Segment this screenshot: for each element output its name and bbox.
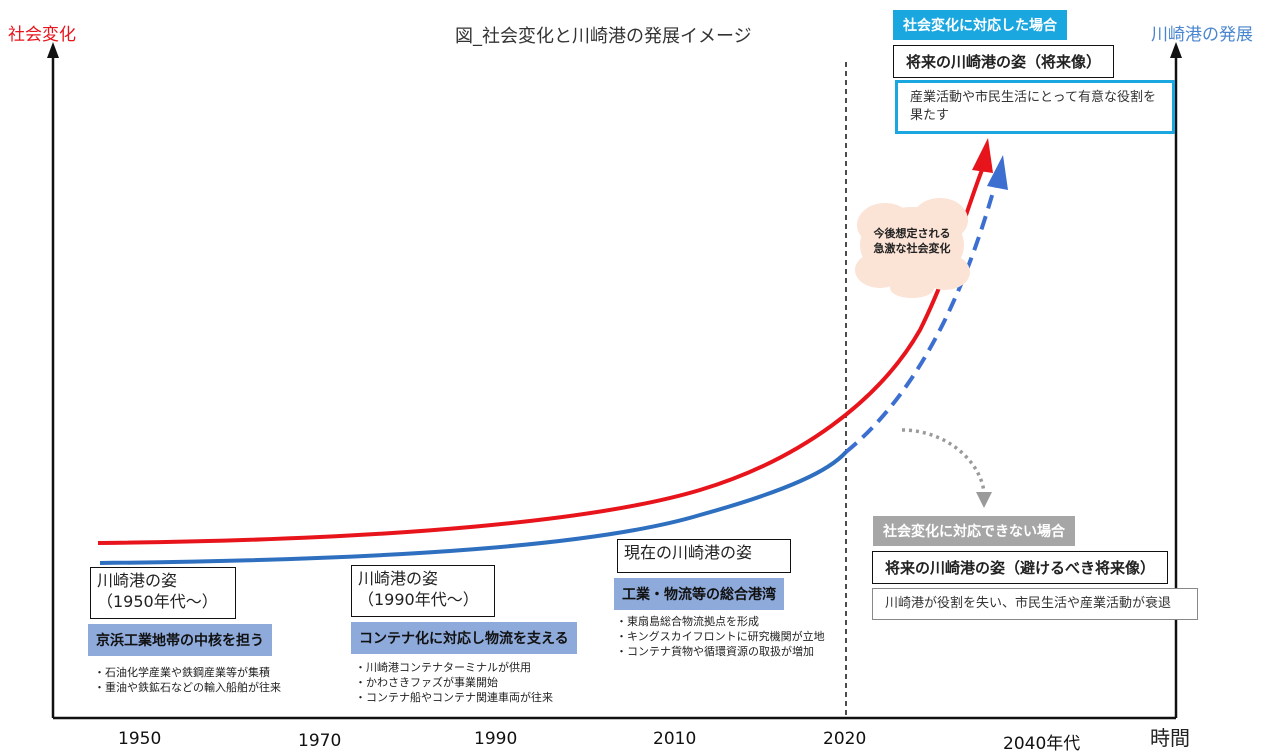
era2-note-3: ・コンテナ船やコンテナ関連車両が往来 (355, 691, 553, 704)
decline-arrow-head-icon (976, 492, 992, 508)
era3-box: 現在の川崎港の姿 (617, 539, 791, 573)
era2-box: 川崎港の姿 （1990年代～） (351, 565, 495, 617)
era1-notes: ・石油化学産業や鉄鋼産業等が集積 ・重油や鉄鉱石などの輸入船舶が往来 (94, 665, 281, 695)
era1-band: 京浜工業地帯の中核を担う (88, 624, 272, 656)
x-tick-1950: 1950 (118, 729, 162, 749)
era3-note-2: ・キングスカイフロントに研究機関が立地 (616, 630, 825, 643)
social-change-curve (97, 169, 984, 545)
x-tick-2040: 2040年代 (1003, 734, 1081, 754)
era3-band: 工業・物流等の総合港湾 (614, 578, 784, 610)
x-tick-2010: 2010 (653, 729, 697, 749)
fail-header: 社会変化に対応できない場合 (873, 516, 1075, 546)
era1-box: 川崎港の姿 （1950年代～） (90, 567, 236, 619)
era3-note-1: ・東扇島総合物流拠点を形成 (616, 615, 759, 628)
x-axis-label: 時間 (1150, 726, 1190, 750)
fail-desc: 川崎港が役割を失い、市民生活や産業活動が衰退 (872, 588, 1198, 620)
era2-band: コンテナ化に対応し物流を支える (351, 622, 577, 654)
x-tick-2020: 2020 (823, 729, 867, 749)
port-arrow-head-icon (987, 155, 1008, 190)
era2-note-2: ・かわさきファズが事業開始 (355, 676, 498, 689)
era2-notes: ・川崎港コンテナターミナルが供用 ・かわさきファズが事業開始 ・コンテナ船やコン… (355, 660, 553, 705)
right-axis-arrow-icon (1170, 42, 1182, 58)
x-tick-1970: 1970 (298, 731, 342, 751)
era1-note-1: ・石油化学産業や鉄鋼産業等が集積 (94, 666, 270, 679)
fail-title: 将来の川崎港の姿（避けるべき将来像） (872, 551, 1169, 584)
social-arrow-head-icon (972, 138, 993, 173)
y-right-label: 川崎港の発展 (1151, 25, 1253, 45)
success-header: 社会変化に対応した場合 (893, 10, 1067, 40)
era3-note-3: ・コンテナ貨物や循環資源の取扱が増加 (616, 645, 814, 658)
era3-notes: ・東扇島総合物流拠点を形成 ・キングスカイフロントに研究機関が立地 ・コンテナ貨… (616, 614, 825, 659)
left-axis-arrow-icon (47, 42, 59, 58)
diagram-title: 図_社会変化と川崎港の発展イメージ (455, 26, 752, 47)
era1-note-2: ・重油や鉄鉱石などの輸入船舶が往来 (94, 681, 281, 694)
decline-arrow (901, 428, 986, 493)
y-left-label: 社会変化 (8, 25, 76, 45)
port-development-curve (99, 450, 848, 565)
success-title: 将来の川崎港の姿（将来像） (893, 45, 1115, 78)
cloud-shape (855, 198, 970, 298)
era2-note-1: ・川崎港コンテナターミナルが供用 (355, 661, 531, 674)
x-tick-1990: 1990 (474, 729, 518, 749)
port-development-projection (844, 184, 997, 454)
cloud-text: 今後想定される 急激な社会変化 (873, 227, 951, 255)
success-desc: 産業活動や市民生活にとって有意な役割を果たす (895, 80, 1175, 134)
